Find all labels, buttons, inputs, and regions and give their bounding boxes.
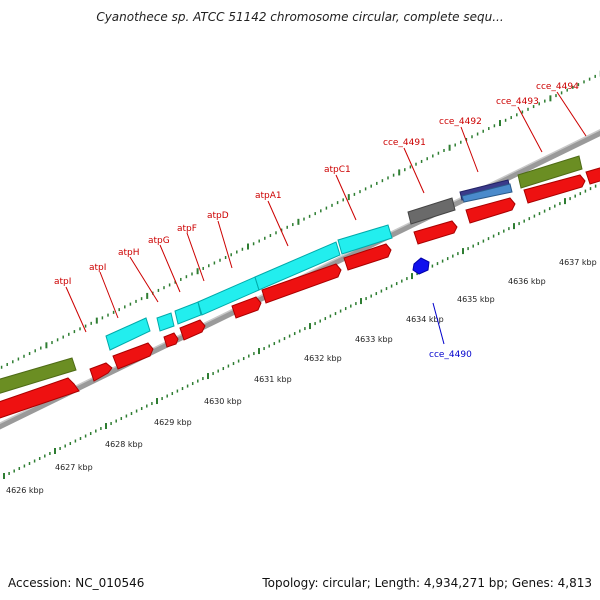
ruler-label: 4633 kbp: [355, 335, 393, 344]
gene-label-atpH[interactable]: atpH: [118, 248, 140, 258]
feature-cyan-atpH[interactable]: [156, 312, 175, 332]
feature-track: [0, 155, 583, 395]
gene-label-cce4494[interactable]: cce_4494: [536, 82, 579, 92]
leader-atpI-2: [99, 271, 119, 319]
gene-label-atpD[interactable]: atpD: [207, 211, 229, 221]
cds-arrow-1[interactable]: [0, 377, 80, 420]
ruler-label: 4634 kbp: [406, 315, 444, 324]
feature-steelblue-cce4492[interactable]: [461, 183, 513, 203]
gene-label-cce4492[interactable]: cce_4492: [439, 117, 482, 127]
gene-label-atpI-1[interactable]: atpI: [54, 277, 71, 287]
gene-label-atpI-2[interactable]: atpI: [89, 263, 106, 273]
leader-atpF: [186, 232, 205, 282]
cce4490-marker[interactable]: [412, 257, 430, 275]
cds-arrow-atpI[interactable]: [112, 342, 154, 370]
leader-atpD: [217, 220, 233, 269]
ruler-label: 4626 kbp: [6, 486, 44, 495]
genome-summary-text: Topology: circular; Length: 4,934,271 bp…: [262, 576, 592, 590]
leader-atpI-1: [65, 286, 87, 333]
gene-label-atpA1[interactable]: atpA1: [255, 191, 282, 201]
cds-arrow-cce4494[interactable]: [585, 165, 600, 185]
leader-atpH: [129, 256, 159, 303]
ruler-label: 4627 kbp: [55, 463, 93, 472]
gene-label-atpC1[interactable]: atpC1: [324, 165, 351, 175]
feature-cyan-atpC1[interactable]: [337, 224, 393, 255]
leader-atpC1: [335, 174, 357, 221]
cds-arrow-atpC1[interactable]: [343, 243, 392, 271]
gene-label-atpG[interactable]: atpG: [148, 236, 170, 246]
cds-arrow-atpA1[interactable]: [261, 263, 342, 304]
gene-label-cce4493[interactable]: cce_4493: [496, 97, 539, 107]
gene-label-cce4490[interactable]: cce_4490: [429, 350, 472, 360]
cds-track: [0, 165, 600, 420]
feature-cyan-atpG[interactable]: [174, 301, 202, 325]
cds-arrow-atpG[interactable]: [179, 319, 206, 341]
label-leaders: [65, 91, 587, 345]
ruler-label: 4632 kbp: [304, 354, 342, 363]
map-title: Cyanothece sp. ATCC 51142 chromosome cir…: [96, 10, 504, 24]
ruler-label: 4631 kbp: [254, 375, 292, 384]
cds-arrow-atpH[interactable]: [163, 332, 179, 348]
leader-cce4494: [556, 91, 587, 137]
leader-atpA1: [267, 200, 289, 247]
ruler-label: 4630 kbp: [204, 397, 242, 406]
cds-arrow-cce4492[interactable]: [465, 197, 516, 224]
feature-cyan-atpI[interactable]: [105, 317, 151, 351]
accession-text: Accession: NC_010546: [8, 576, 145, 590]
leader-cce4493: [517, 106, 543, 153]
ruler-tick-track: [3, 182, 600, 479]
leader-cce4491: [403, 147, 425, 194]
ruler-labels: 4626 kbp 4627 kbp 4628 kbp 4629 kbp 4630 kbp…: [6, 258, 597, 495]
ruler-label: 4637 kbp: [559, 258, 597, 267]
feature-gray-cce4491[interactable]: [407, 197, 456, 225]
cds-arrow-atpF[interactable]: [231, 296, 262, 319]
ruler-label: 4628 kbp: [105, 440, 143, 449]
ruler-label: 4635 kbp: [457, 295, 495, 304]
leader-atpG: [159, 244, 181, 293]
leader-cce4492: [460, 126, 479, 173]
ruler-label: 4629 kbp: [154, 418, 192, 427]
feature-cyan-atpA1[interactable]: [254, 241, 341, 291]
ruler-label: 4636 kbp: [508, 277, 546, 286]
feature-olive-cce4493[interactable]: [517, 155, 583, 189]
leader-cce4490: [432, 302, 445, 345]
cds-arrow-cce4493[interactable]: [523, 174, 586, 204]
cds-arrow-cce4491[interactable]: [413, 220, 458, 245]
gene-label-atpF[interactable]: atpF: [177, 224, 197, 234]
upper-tick-track: [0, 70, 600, 369]
gene-labels: atpI atpI atpH atpG atpF atpD atpA1 atpC…: [54, 82, 579, 360]
cds-arrow-2[interactable]: [89, 362, 113, 382]
feature-olive-left[interactable]: [0, 357, 77, 395]
gene-label-cce4491[interactable]: cce_4491: [383, 138, 426, 148]
